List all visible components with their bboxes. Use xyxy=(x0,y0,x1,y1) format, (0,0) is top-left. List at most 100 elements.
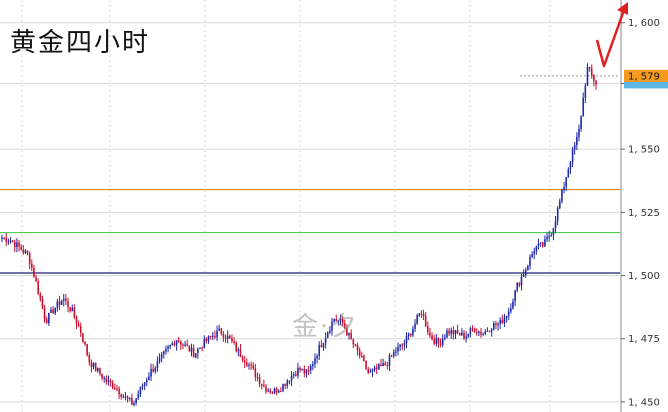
candle-body xyxy=(269,390,272,393)
candle-body xyxy=(307,369,310,371)
candle-body xyxy=(584,85,587,98)
candle-body xyxy=(152,368,154,372)
candle-body xyxy=(201,347,203,349)
candle-body xyxy=(346,328,348,336)
candle-body xyxy=(120,394,123,397)
trend-arrow xyxy=(595,2,628,68)
candle-body xyxy=(299,367,301,371)
candle-body xyxy=(418,313,421,316)
candle-body xyxy=(137,394,140,399)
candle-body xyxy=(145,379,148,383)
candle-body xyxy=(537,243,540,247)
candle-body xyxy=(333,319,335,322)
last-price-label: 1, 579 xyxy=(628,71,660,82)
candle-body xyxy=(229,335,231,339)
candle-body xyxy=(69,307,71,312)
candle-body xyxy=(531,254,533,258)
candle-body xyxy=(26,250,29,254)
candle-body xyxy=(107,380,110,382)
candle-body xyxy=(386,365,389,367)
candle-body xyxy=(493,323,495,330)
candle-body xyxy=(86,344,88,356)
candle-body xyxy=(260,383,263,386)
candle-body xyxy=(143,382,146,386)
candle-body xyxy=(358,350,361,356)
candle-body xyxy=(173,343,176,346)
candle-body xyxy=(375,367,378,370)
candle-body xyxy=(569,162,572,170)
candle-body xyxy=(565,177,567,187)
candle-body xyxy=(28,253,31,264)
candle-body xyxy=(203,338,206,348)
candle-body xyxy=(156,361,159,368)
candle-body xyxy=(361,355,363,357)
candle-body xyxy=(548,236,550,238)
candle-body xyxy=(341,318,344,324)
candle-body xyxy=(473,329,476,333)
candle-body xyxy=(158,358,161,362)
candle-body xyxy=(73,307,76,318)
candle-body xyxy=(116,388,118,390)
candle-body xyxy=(450,330,453,334)
candle-body xyxy=(510,308,512,312)
candle-body xyxy=(573,145,576,150)
candle-body xyxy=(75,317,78,324)
candle-body xyxy=(101,373,103,379)
candle-body xyxy=(463,332,465,339)
candle-body xyxy=(124,396,127,398)
candle-body xyxy=(182,344,184,346)
candle-body xyxy=(320,345,323,348)
candle-body xyxy=(13,241,16,248)
candle-body xyxy=(226,335,229,339)
candle-body xyxy=(58,301,61,306)
candle-body xyxy=(167,346,169,349)
candle-body xyxy=(505,316,508,318)
candle-body xyxy=(378,364,380,370)
candle-body xyxy=(265,386,267,392)
candle-body xyxy=(318,345,321,357)
candle-body xyxy=(109,380,112,383)
candle-body xyxy=(286,380,289,386)
candle-body xyxy=(54,307,57,314)
candle-body xyxy=(41,298,44,309)
candle-body xyxy=(231,338,233,342)
y-tick-label: 1, 525 xyxy=(628,208,660,219)
candle-body xyxy=(412,328,414,336)
candle-body xyxy=(67,300,69,308)
candle-body xyxy=(556,208,559,221)
candle-body xyxy=(33,267,35,278)
candle-body xyxy=(495,323,497,326)
candle-body xyxy=(363,355,365,361)
candle-body xyxy=(150,368,152,377)
candle-body xyxy=(395,351,397,353)
candle-body xyxy=(7,241,10,243)
candle-body xyxy=(133,402,135,405)
candle-body xyxy=(103,377,105,379)
candle-body xyxy=(43,308,46,320)
candle-body xyxy=(480,331,482,335)
candle-body xyxy=(256,376,259,378)
candle-body xyxy=(420,313,423,315)
candle-body xyxy=(9,240,12,242)
candle-body xyxy=(593,75,595,82)
candle-body xyxy=(250,364,252,366)
candle-body xyxy=(469,328,472,334)
candle-body xyxy=(392,352,395,356)
candle-body xyxy=(595,81,597,85)
candle-body xyxy=(343,323,346,329)
candle-body xyxy=(590,68,593,76)
candle-body xyxy=(45,319,48,324)
candle-body xyxy=(160,354,163,359)
candle-body xyxy=(348,333,350,336)
candle-body xyxy=(567,169,570,178)
candle-body xyxy=(169,345,171,347)
candle-body xyxy=(399,344,401,347)
candle-body xyxy=(439,343,442,345)
candle-body xyxy=(114,388,116,390)
candle-body xyxy=(539,242,542,244)
candle-body xyxy=(171,343,174,346)
candle-body xyxy=(478,331,480,334)
candle-body xyxy=(16,242,18,248)
candle-body xyxy=(199,347,201,349)
